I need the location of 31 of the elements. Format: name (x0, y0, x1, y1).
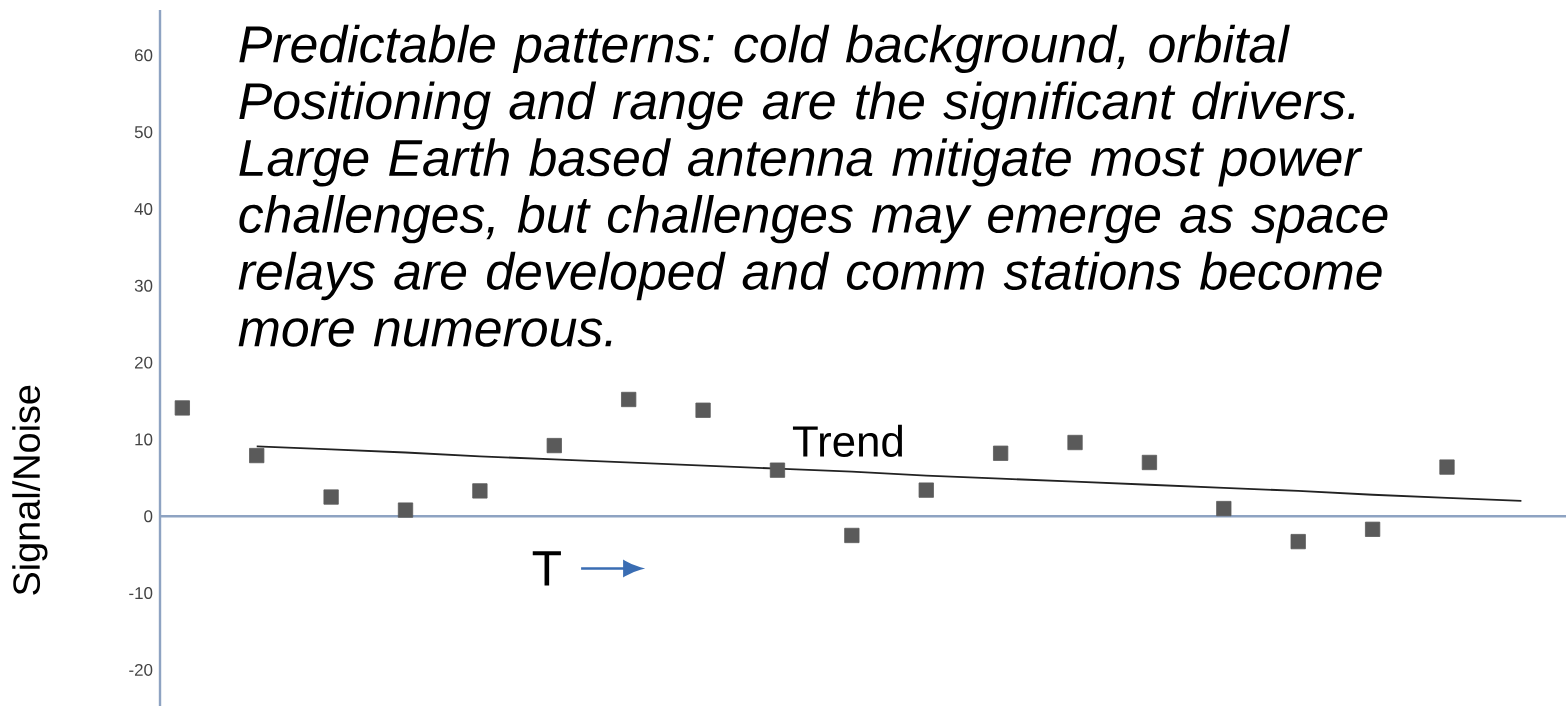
point (472, 483, 488, 499)
annotation: Trend (792, 424, 903, 457)
point (1067, 434, 1083, 451)
point (844, 527, 860, 544)
annotation: Predictable patterns: cold background, orbital Positioning and range are the significant drivers. Large Earth based antenna mitigate most power challenges, but challenges may emerge as space relays are developed and comm stations become more numerous. (238, 24, 1388, 347)
point (918, 482, 934, 498)
point (695, 402, 711, 418)
point (1290, 534, 1306, 550)
point (323, 489, 339, 505)
point (397, 502, 414, 518)
y-tick-label: 30 (134, 279, 153, 292)
point (1439, 459, 1455, 475)
point (621, 391, 637, 408)
y-tick-label: 0 (144, 510, 153, 523)
point (249, 447, 265, 464)
point (1216, 500, 1232, 517)
y-tick-label: -20 (129, 663, 153, 676)
point (1141, 454, 1158, 471)
point (993, 445, 1009, 461)
y-tick-label: 40 (134, 202, 153, 215)
point (769, 462, 786, 478)
point (1365, 521, 1381, 537)
y-axis-title: Signal/Noise (12, 385, 48, 595)
y-tick-label: 50 (134, 126, 153, 139)
y-tick-label: 10 (135, 433, 153, 446)
y-tick-label: -10 (129, 587, 153, 600)
y-tick-label: 60 (135, 49, 153, 62)
x-axis-title: T (532, 551, 561, 586)
point (174, 400, 190, 416)
y-tick-label: 20 (134, 356, 153, 369)
point (546, 437, 562, 454)
